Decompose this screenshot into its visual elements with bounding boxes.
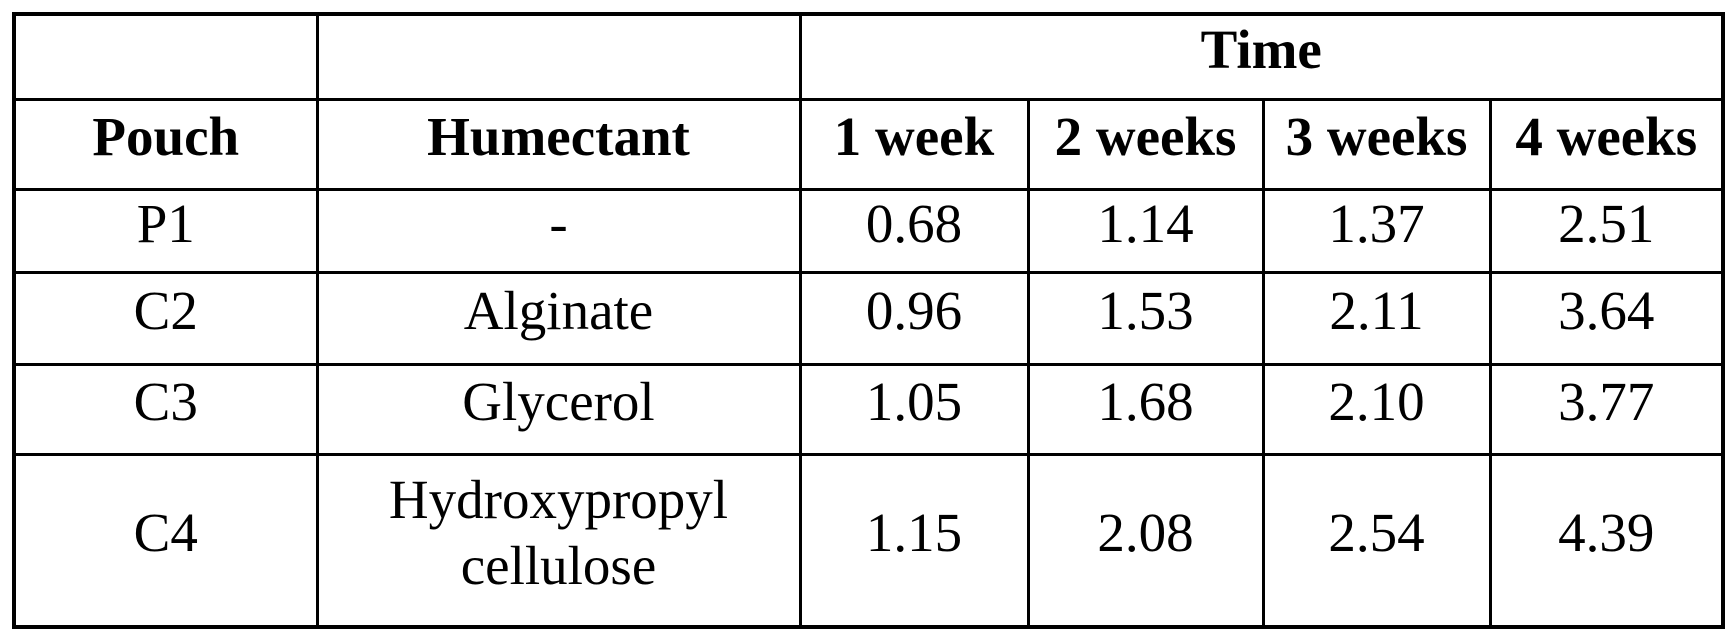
value-cell-1-week: 0.68 [798,187,1030,274]
blank-corner-cell-humectant [315,12,802,101]
time-group-header-cell: Time [798,12,1725,101]
value-cell-3-weeks: 2.54 [1261,452,1492,629]
value-cell-1-week: 1.15 [798,452,1030,629]
col-header-1-week: 1 week [798,97,1030,191]
pouch-cell: P1 [12,187,319,274]
table-row-c4: C4 Hydroxypropyl cellulose 1.15 2.08 2.5… [12,452,1725,629]
humectant-cell: Alginate [315,270,802,366]
blank-corner-cell-pouch [12,12,319,101]
pouch-cell: C2 [12,270,319,366]
value-cell-2-weeks: 1.53 [1026,270,1265,366]
value-cell-4-weeks: 2.51 [1488,187,1725,274]
value-cell-3-weeks: 2.10 [1261,362,1492,456]
col-header-2-weeks: 2 weeks [1026,97,1265,191]
value-cell-2-weeks: 2.08 [1026,452,1265,629]
pouch-humectant-time-table: Time Pouch Humectant 1 week 2 weeks 3 we… [12,12,1725,629]
value-cell-1-week: 0.96 [798,270,1030,366]
table-row-p1: P1 - 0.68 1.14 1.37 2.51 [12,187,1725,274]
value-cell-3-weeks: 1.37 [1261,187,1492,274]
value-cell-2-weeks: 1.14 [1026,187,1265,274]
humectant-text: Hydroxypropyl cellulose [388,469,729,597]
value-cell-4-weeks: 3.77 [1488,362,1725,456]
col-header-3-weeks: 3 weeks [1261,97,1492,191]
humectant-cell: - [315,187,802,274]
col-header-4-weeks: 4 weeks [1488,97,1725,191]
value-cell-4-weeks: 3.64 [1488,270,1725,366]
table-row-column-headers: Pouch Humectant 1 week 2 weeks 3 weeks 4… [12,97,1725,191]
humectant-cell: Hydroxypropyl cellulose [315,452,802,629]
humectant-cell: Glycerol [315,362,802,456]
table-row-time-header: Time [12,12,1725,101]
value-cell-1-week: 1.05 [798,362,1030,456]
table-row-c3: C3 Glycerol 1.05 1.68 2.10 3.77 [12,362,1725,456]
col-header-humectant: Humectant [315,97,802,191]
value-cell-3-weeks: 2.11 [1261,270,1492,366]
value-cell-4-weeks: 4.39 [1488,452,1725,629]
value-cell-2-weeks: 1.68 [1026,362,1265,456]
pouch-cell: C4 [12,452,319,629]
table-row-c2: C2 Alginate 0.96 1.53 2.11 3.64 [12,270,1725,366]
col-header-pouch: Pouch [12,97,319,191]
pouch-cell: C3 [12,362,319,456]
